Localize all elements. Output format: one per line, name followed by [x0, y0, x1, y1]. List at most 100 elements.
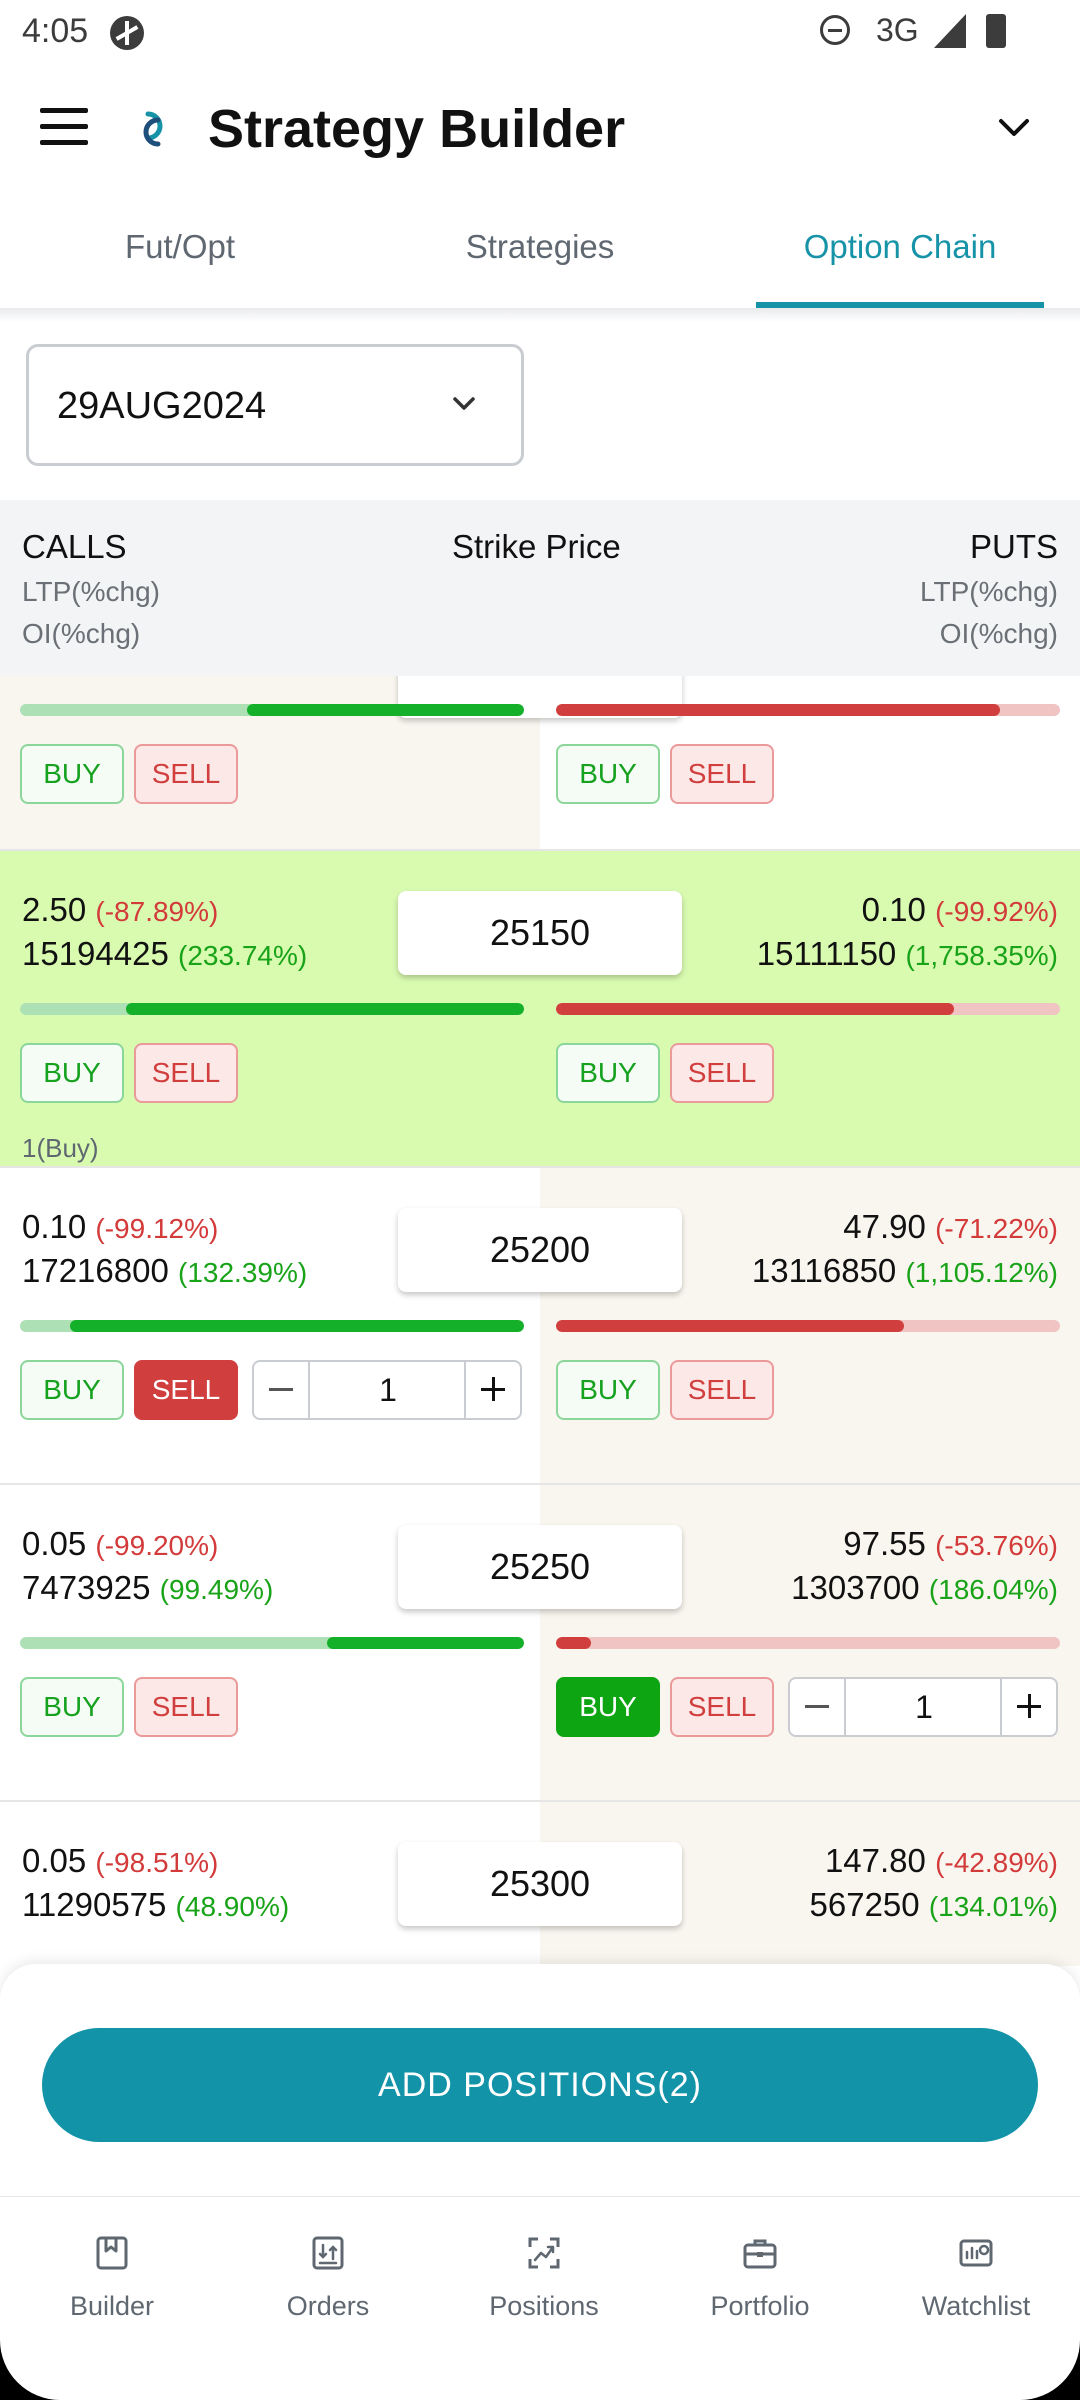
put-oi: 13116850 (1,105.12%) — [751, 1252, 1058, 1289]
watchlist-icon — [959, 2239, 993, 2267]
put-oi-change: (1,758.35%) — [905, 940, 1058, 971]
chain-row: 0.05 (-98.51%) 11290575 (48.90%) 25300 1… — [0, 1802, 1080, 1966]
call-buy-button[interactable]: BUY — [20, 1360, 124, 1420]
call-oi-change: (132.39%) — [178, 1257, 308, 1288]
put-ltp-change: (-71.22%) — [935, 1213, 1058, 1244]
call-oi-bar — [20, 1003, 524, 1015]
put-oi-bar-fill — [556, 1637, 592, 1649]
call-sell-button-selected[interactable]: SELL — [134, 1360, 238, 1420]
quantity-value[interactable]: 1 — [379, 1372, 397, 1408]
strike-price-box: 25150 — [398, 891, 682, 975]
call-buy-button[interactable]: BUY — [20, 744, 124, 804]
expiry-value: 29AUG2024 — [57, 385, 267, 427]
do-not-disturb-icon — [820, 15, 850, 45]
quantity-value[interactable]: 1 — [915, 1689, 933, 1725]
call-ltp: 0.05 (-98.51%) — [22, 1842, 219, 1879]
app-bar: Strategy Builder — [0, 64, 1080, 194]
increase-quantity-button[interactable] — [464, 1362, 520, 1418]
chevron-down-icon — [453, 397, 475, 410]
put-sell-button[interactable]: SELL — [670, 744, 774, 804]
put-oi-bar — [556, 704, 1060, 716]
orders-icon — [312, 2236, 344, 2270]
put-quantity-stepper: 1 — [788, 1677, 1058, 1737]
call-ltp-change: (-98.51%) — [95, 1847, 219, 1878]
call-oi-bar-fill — [70, 1320, 524, 1332]
call-ltp-change: (-99.20%) — [95, 1530, 219, 1561]
put-oi-bar — [556, 1320, 1060, 1332]
call-oi-change: (99.49%) — [159, 1574, 274, 1605]
put-sell-button[interactable]: SELL — [670, 1677, 774, 1737]
puts-heading: PUTS — [969, 528, 1058, 565]
status-bar: 4:05 3G — [0, 0, 1080, 64]
chevron-down-icon[interactable] — [996, 110, 1032, 146]
put-sell-button[interactable]: SELL — [670, 1043, 774, 1103]
put-sell-button[interactable]: SELL — [670, 1360, 774, 1420]
call-buy-button[interactable]: BUY — [20, 1677, 124, 1737]
expiry-dropdown[interactable]: 29AUG2024 — [26, 344, 524, 466]
call-sell-button[interactable]: SELL — [134, 1677, 238, 1737]
strike-price-box: 25200 — [398, 1208, 682, 1292]
call-oi-bar — [20, 1320, 524, 1332]
call-ltp: 0.10 (-99.12%) — [22, 1208, 219, 1245]
call-sell-button[interactable]: SELL — [134, 744, 238, 804]
increase-quantity-button[interactable] — [1000, 1679, 1056, 1735]
put-oi-bar — [556, 1637, 1060, 1649]
briefcase-icon — [743, 2239, 777, 2269]
calls-heading: CALLS — [22, 528, 127, 565]
tab-option-chain[interactable]: Option Chain — [803, 228, 997, 265]
put-ltp: 97.55 (-53.76%) — [843, 1525, 1058, 1562]
nav-orders[interactable]: Orders — [220, 2197, 436, 2337]
put-oi-change: (1,105.12%) — [905, 1257, 1058, 1288]
page-title: Strategy Builder — [208, 99, 626, 159]
decrease-quantity-button[interactable] — [790, 1679, 846, 1735]
nav-label: Portfolio — [710, 2291, 810, 2321]
put-ltp: 47.90 (-71.22%) — [843, 1208, 1058, 1245]
signal-icon — [934, 14, 966, 48]
call-ltp: 0.05 (-99.20%) — [22, 1525, 219, 1562]
put-ltp-change: (-53.76%) — [935, 1530, 1058, 1561]
decrease-quantity-button[interactable] — [254, 1362, 310, 1418]
put-oi: 567250 (134.01%) — [809, 1886, 1058, 1923]
put-ltp-change: (-99.92%) — [935, 896, 1058, 927]
put-oi: 15111150 (1,758.35%) — [756, 935, 1058, 972]
put-buy-button[interactable]: BUY — [556, 744, 660, 804]
nav-builder[interactable]: Builder — [4, 2197, 220, 2337]
put-oi-bar-fill — [556, 704, 1000, 716]
call-oi-change: (48.90%) — [175, 1891, 290, 1922]
calls-ltp-label: LTP(%chg) — [22, 576, 160, 607]
put-ltp-change: (-42.89%) — [935, 1847, 1058, 1878]
put-oi-change: (134.01%) — [928, 1891, 1058, 1922]
chain-row: BUY SELL BUY SELL — [0, 676, 1080, 851]
call-sell-button[interactable]: SELL — [134, 1043, 238, 1103]
chain-row-atm: 2.50 (-87.89%) 15194425 (233.74%) 25150 … — [0, 851, 1080, 1168]
call-oi: 17216800 (132.39%) — [22, 1252, 308, 1289]
call-oi-bar — [20, 704, 524, 716]
tab-bar: Fut/Opt Strategies Option Chain — [0, 194, 1080, 309]
position-note: 1(Buy) — [22, 1133, 99, 1163]
call-ltp: 2.50 (-87.89%) — [22, 891, 219, 928]
add-positions-button[interactable]: ADD POSITIONS(2) — [42, 2028, 1038, 2142]
nav-positions[interactable]: Positions — [436, 2197, 652, 2337]
call-oi-bar — [20, 1637, 524, 1649]
home-indicator[interactable] — [398, 2362, 682, 2370]
put-buy-button[interactable]: BUY — [556, 1043, 660, 1103]
chain-row: 0.10 (-99.12%) 17216800 (132.39%) 25200 … — [0, 1168, 1080, 1485]
strike-price-box: 25250 — [398, 1525, 682, 1609]
hamburger-menu-icon[interactable] — [40, 108, 90, 148]
puts-oi-label: OI(%chg) — [939, 618, 1058, 649]
nav-portfolio[interactable]: Portfolio — [652, 2197, 868, 2337]
put-buy-button-selected[interactable]: BUY — [556, 1677, 660, 1737]
tab-strategies[interactable]: Strategies — [465, 228, 615, 265]
nav-label: Builder — [69, 2291, 155, 2321]
bottom-sheet: ADD POSITIONS(2) — [0, 1964, 1080, 2196]
call-oi-change: (233.74%) — [178, 940, 308, 971]
option-chain-list[interactable]: BUY SELL BUY SELL 2.50 (-87.89%) 1519442… — [0, 676, 1080, 1966]
status-time: 4:05 — [22, 12, 89, 50]
tab-fut-opt[interactable]: Fut/Opt — [124, 228, 236, 265]
nav-watchlist[interactable]: Watchlist — [868, 2197, 1080, 2337]
put-buy-button[interactable]: BUY — [556, 1360, 660, 1420]
put-oi-bar-fill — [556, 1003, 955, 1015]
call-ltp-change: (-87.89%) — [95, 896, 219, 927]
call-buy-button[interactable]: BUY — [20, 1043, 124, 1103]
